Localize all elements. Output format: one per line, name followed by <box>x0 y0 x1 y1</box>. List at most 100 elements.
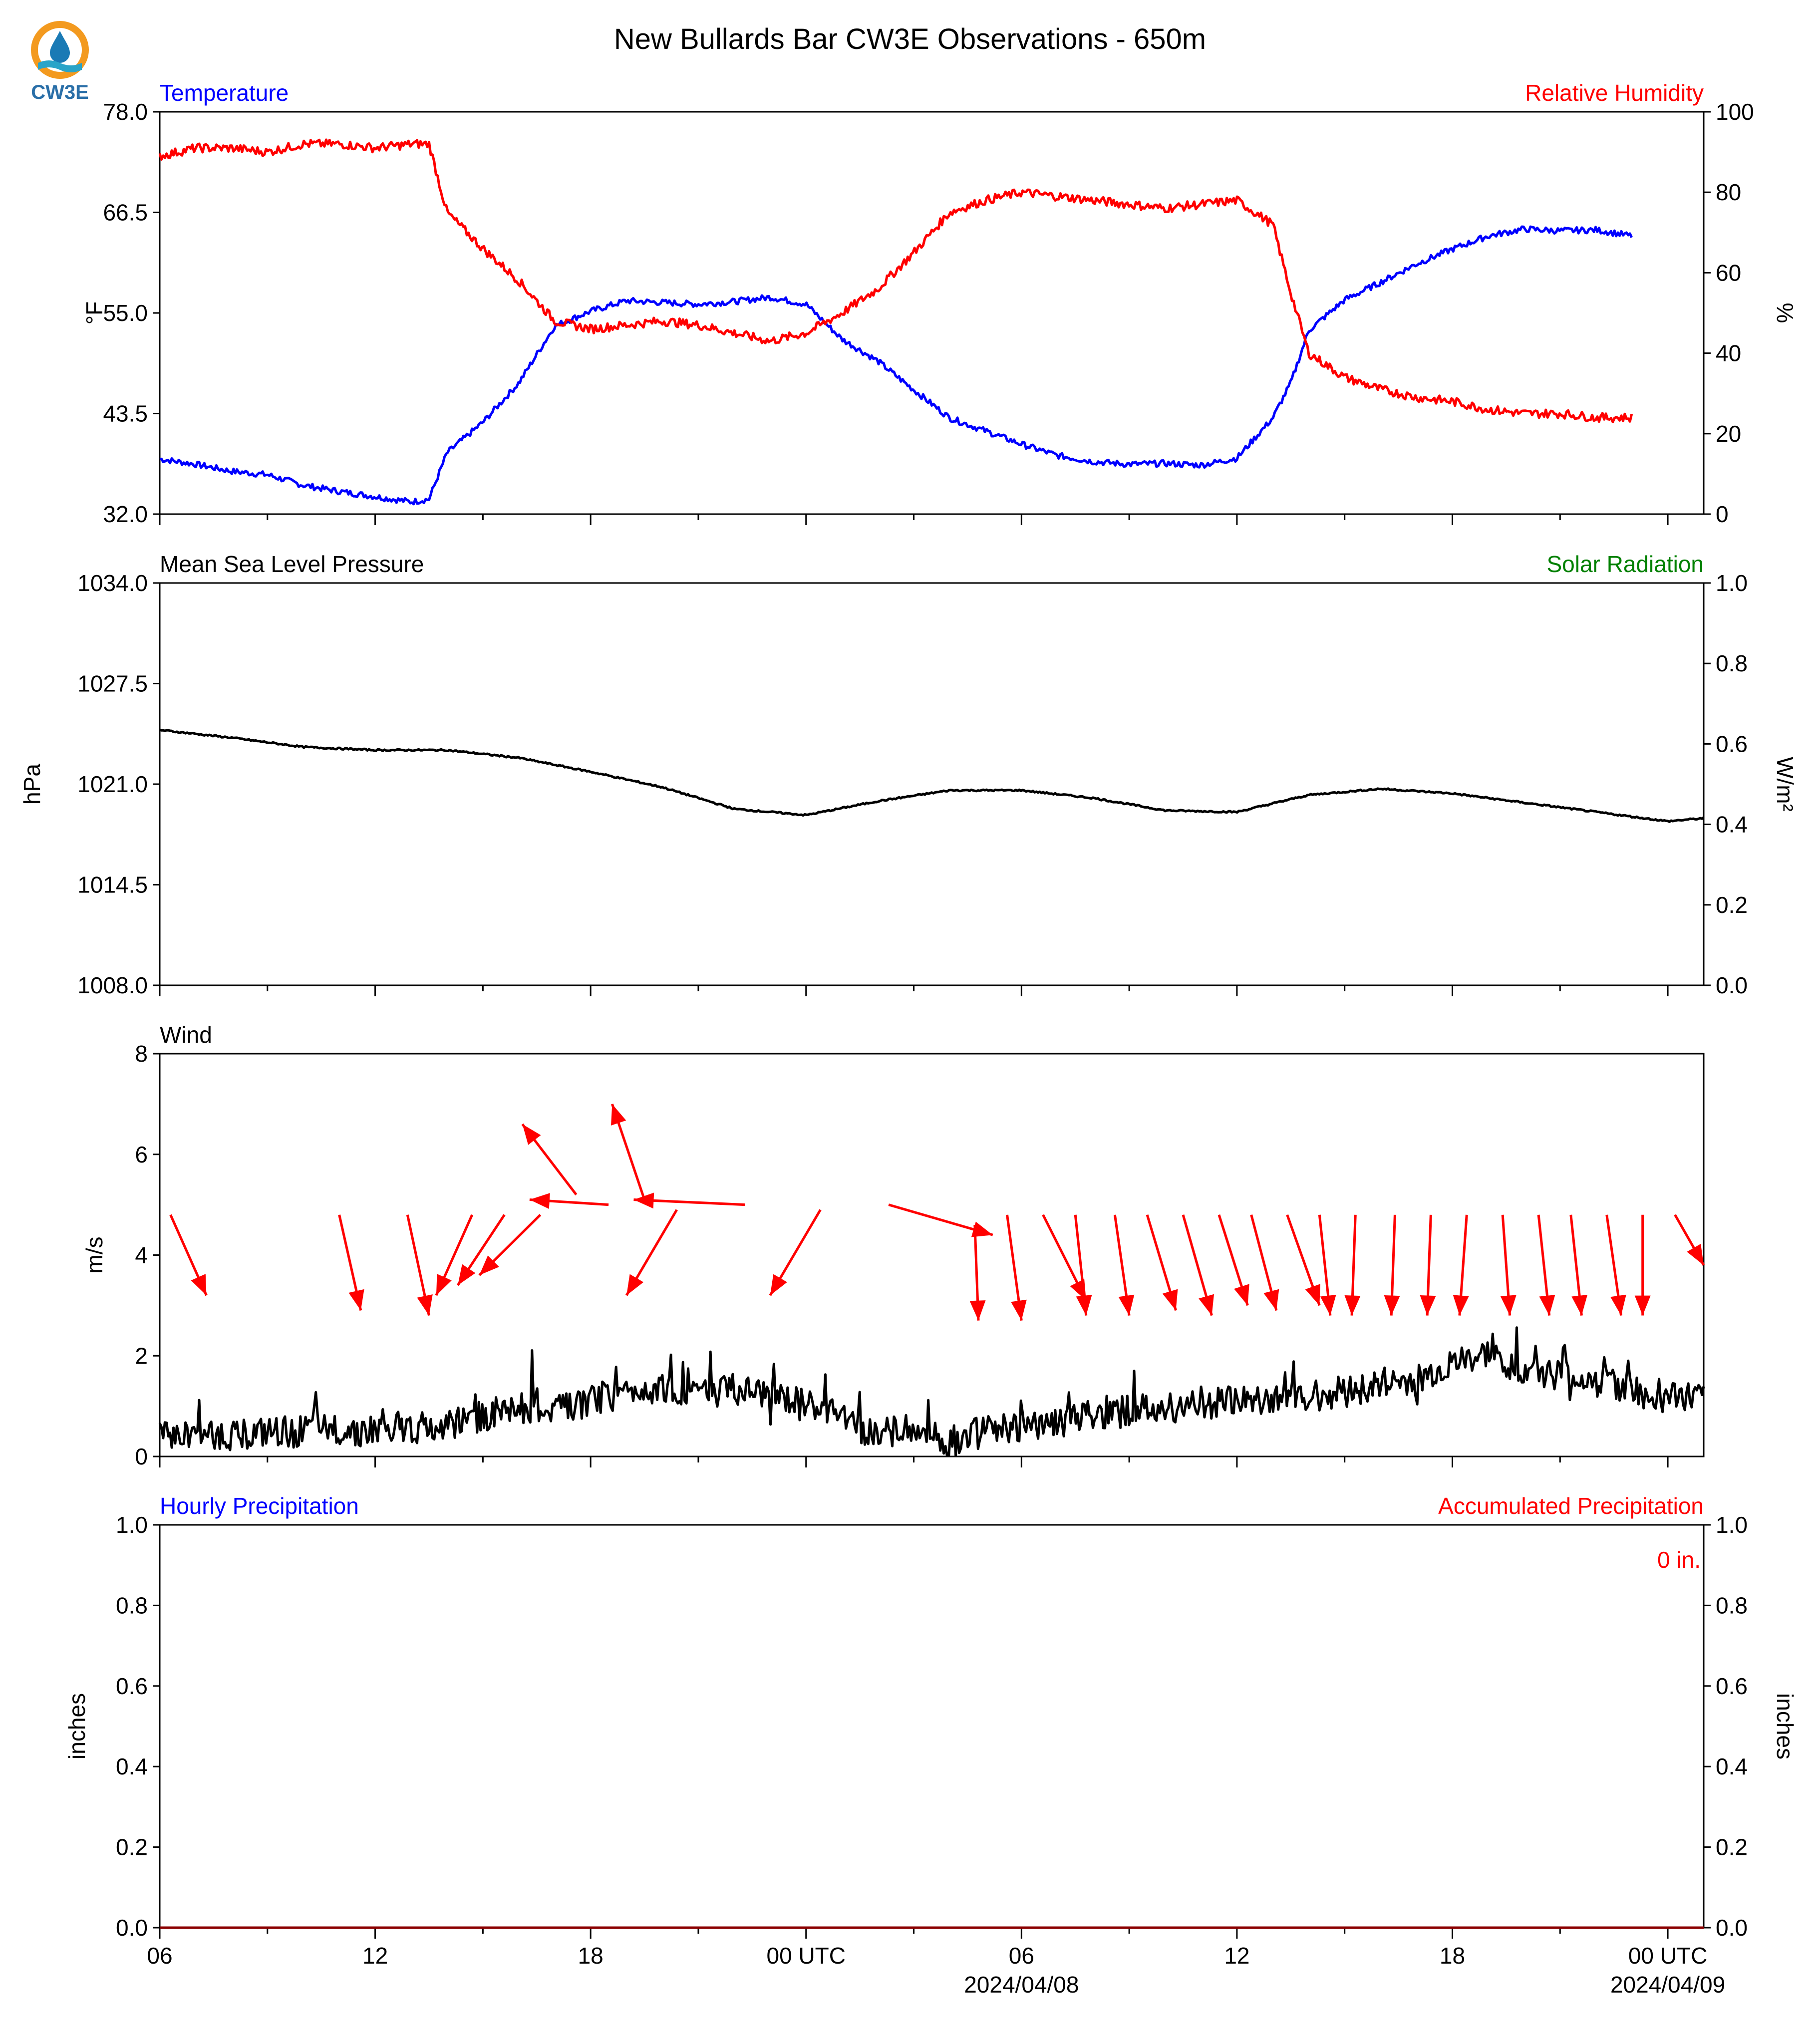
y-tick-label: 1014.5 <box>77 872 148 898</box>
y-tick-label: 0.6 <box>116 1673 148 1699</box>
series-line-temperature <box>159 225 1633 506</box>
y-tick-label: 0.2 <box>116 1834 148 1860</box>
y2-tick-label: 0.2 <box>1716 892 1748 918</box>
series-line-mean-sea-level-pressure <box>159 728 1705 823</box>
wind-arrow-head <box>479 1255 499 1275</box>
series-line-relative-humidity <box>158 138 1633 423</box>
y-tick-label: 32.0 <box>103 501 148 527</box>
x-tick-label: 00 UTC <box>1628 1943 1707 1969</box>
y2-tick-label: 1.0 <box>1716 1512 1748 1538</box>
x-tick-label: 00 UTC <box>767 1943 846 1969</box>
wind-arrow-head <box>348 1289 364 1311</box>
y2-tick-label: 0.0 <box>1716 972 1748 998</box>
panel-right-title: Relative Humidity <box>1525 80 1704 106</box>
x-tick-label: 06 <box>1009 1943 1034 1969</box>
wind-arrow-head <box>1118 1294 1135 1316</box>
wind-arrow-head <box>1610 1294 1626 1316</box>
y-tick-label: 1027.5 <box>77 671 148 697</box>
x-date-label: 2024/04/08 <box>964 1972 1079 1998</box>
wind-arrow-head <box>1162 1289 1178 1311</box>
y2-tick-label: 40 <box>1716 340 1741 366</box>
wind-arrow-head <box>1420 1295 1436 1316</box>
y2-tick-label: 0.0 <box>1716 1915 1748 1941</box>
y-tick-label: 1021.0 <box>77 771 148 797</box>
wind-arrow-head <box>436 1274 452 1296</box>
y2-tick-label: 0.8 <box>1716 650 1748 676</box>
panel-left-title: Hourly Precipitation <box>160 1493 359 1519</box>
wind-arrow-head <box>1263 1289 1279 1311</box>
y2-tick-label: 100 <box>1716 99 1754 125</box>
y2-tick-label: 60 <box>1716 260 1741 286</box>
logo-text: CW3E <box>31 81 89 103</box>
y2-tick-label: 0.8 <box>1716 1592 1748 1618</box>
panel-right-title: Accumulated Precipitation <box>1438 1493 1704 1519</box>
x-tick-label: 18 <box>1440 1943 1465 1969</box>
wind-arrow-head <box>1571 1295 1588 1316</box>
wind-arrow-head <box>1453 1295 1469 1316</box>
x-date-label: 2024/04/09 <box>1610 1972 1725 1998</box>
panel-frame <box>159 1524 1705 1929</box>
y-tick-label: 1034.0 <box>77 570 148 596</box>
y-tick-label: 66.5 <box>103 200 148 226</box>
panel-frame <box>159 582 1705 986</box>
y-tick-label: 4 <box>135 1242 148 1268</box>
y2-tick-label: 0.6 <box>1716 731 1748 757</box>
y-tick-label: 55.0 <box>103 300 148 326</box>
wind-arrow-head <box>1687 1244 1704 1265</box>
y-tick-label: 0.4 <box>116 1753 148 1779</box>
wind-arrow-head <box>969 1300 986 1321</box>
y2-tick-label: 0.6 <box>1716 1673 1748 1699</box>
y2-tick-label: 1.0 <box>1716 570 1748 596</box>
wind-arrow-head <box>1199 1294 1214 1316</box>
y-tick-label: 1.0 <box>116 1512 148 1538</box>
y2-tick-label: 0.2 <box>1716 1834 1748 1860</box>
y-tick-label: 43.5 <box>103 401 148 427</box>
panel-left-title: Wind <box>160 1022 212 1048</box>
y2-tick-label: 80 <box>1716 179 1741 205</box>
x-tick-label: 18 <box>578 1943 604 1969</box>
y-tick-label: 8 <box>135 1041 148 1067</box>
wind-arrow-head <box>1305 1284 1320 1306</box>
y-axis-label: m/s <box>81 1236 107 1273</box>
y-tick-label: 0 <box>135 1444 148 1469</box>
y2-tick-label: 20 <box>1716 421 1741 447</box>
accumulated-total-label: 0 in. <box>1657 1547 1701 1573</box>
wind-arrow-head <box>191 1274 207 1296</box>
wind-arrow-head <box>1234 1284 1249 1306</box>
y2-axis-label: inches <box>1772 1693 1798 1759</box>
y-tick-label: 6 <box>135 1142 148 1167</box>
y-tick-label: 0.0 <box>116 1915 148 1941</box>
wind-arrow-head <box>458 1264 476 1285</box>
wind-arrow-head <box>1539 1295 1555 1316</box>
wind-arrow-head <box>1500 1295 1517 1316</box>
y2-tick-label: 0.4 <box>1716 1753 1748 1779</box>
cw3e-logo: CW3E <box>20 14 100 104</box>
y2-tick-label: 0 <box>1716 501 1729 527</box>
series-line-wind-speed <box>158 1326 1705 1457</box>
wind-arrow-head <box>1634 1295 1651 1316</box>
panel-left-title: Temperature <box>160 80 289 106</box>
x-tick-label: 06 <box>147 1943 172 1969</box>
panel-frame <box>159 1053 1705 1457</box>
x-tick-label: 12 <box>362 1943 388 1969</box>
wind-arrow-head <box>529 1193 550 1209</box>
y-tick-label: 78.0 <box>103 99 148 125</box>
panel-frame <box>159 111 1705 515</box>
y2-axis-label: % <box>1772 303 1798 323</box>
panel-left-title: Mean Sea Level Pressure <box>160 551 424 577</box>
wind-arrow-head <box>522 1124 541 1145</box>
x-tick-label: 12 <box>1224 1943 1249 1969</box>
y-tick-label: 1008.0 <box>77 972 148 998</box>
panel-right-title: Solar Radiation <box>1546 551 1704 577</box>
wind-arrow-head <box>626 1274 644 1296</box>
y-axis-label: hPa <box>19 764 45 805</box>
wind-arrow-head <box>1384 1295 1400 1316</box>
wind-arrow-head <box>611 1104 626 1126</box>
wind-arrow-head <box>1076 1295 1092 1316</box>
wind-arrow-head <box>1011 1299 1027 1321</box>
y-axis-label: inches <box>64 1693 90 1759</box>
y2-tick-label: 0.4 <box>1716 812 1748 838</box>
y-tick-label: 2 <box>135 1343 148 1369</box>
y-tick-label: 0.8 <box>116 1592 148 1618</box>
wind-arrow-head <box>1320 1295 1336 1316</box>
